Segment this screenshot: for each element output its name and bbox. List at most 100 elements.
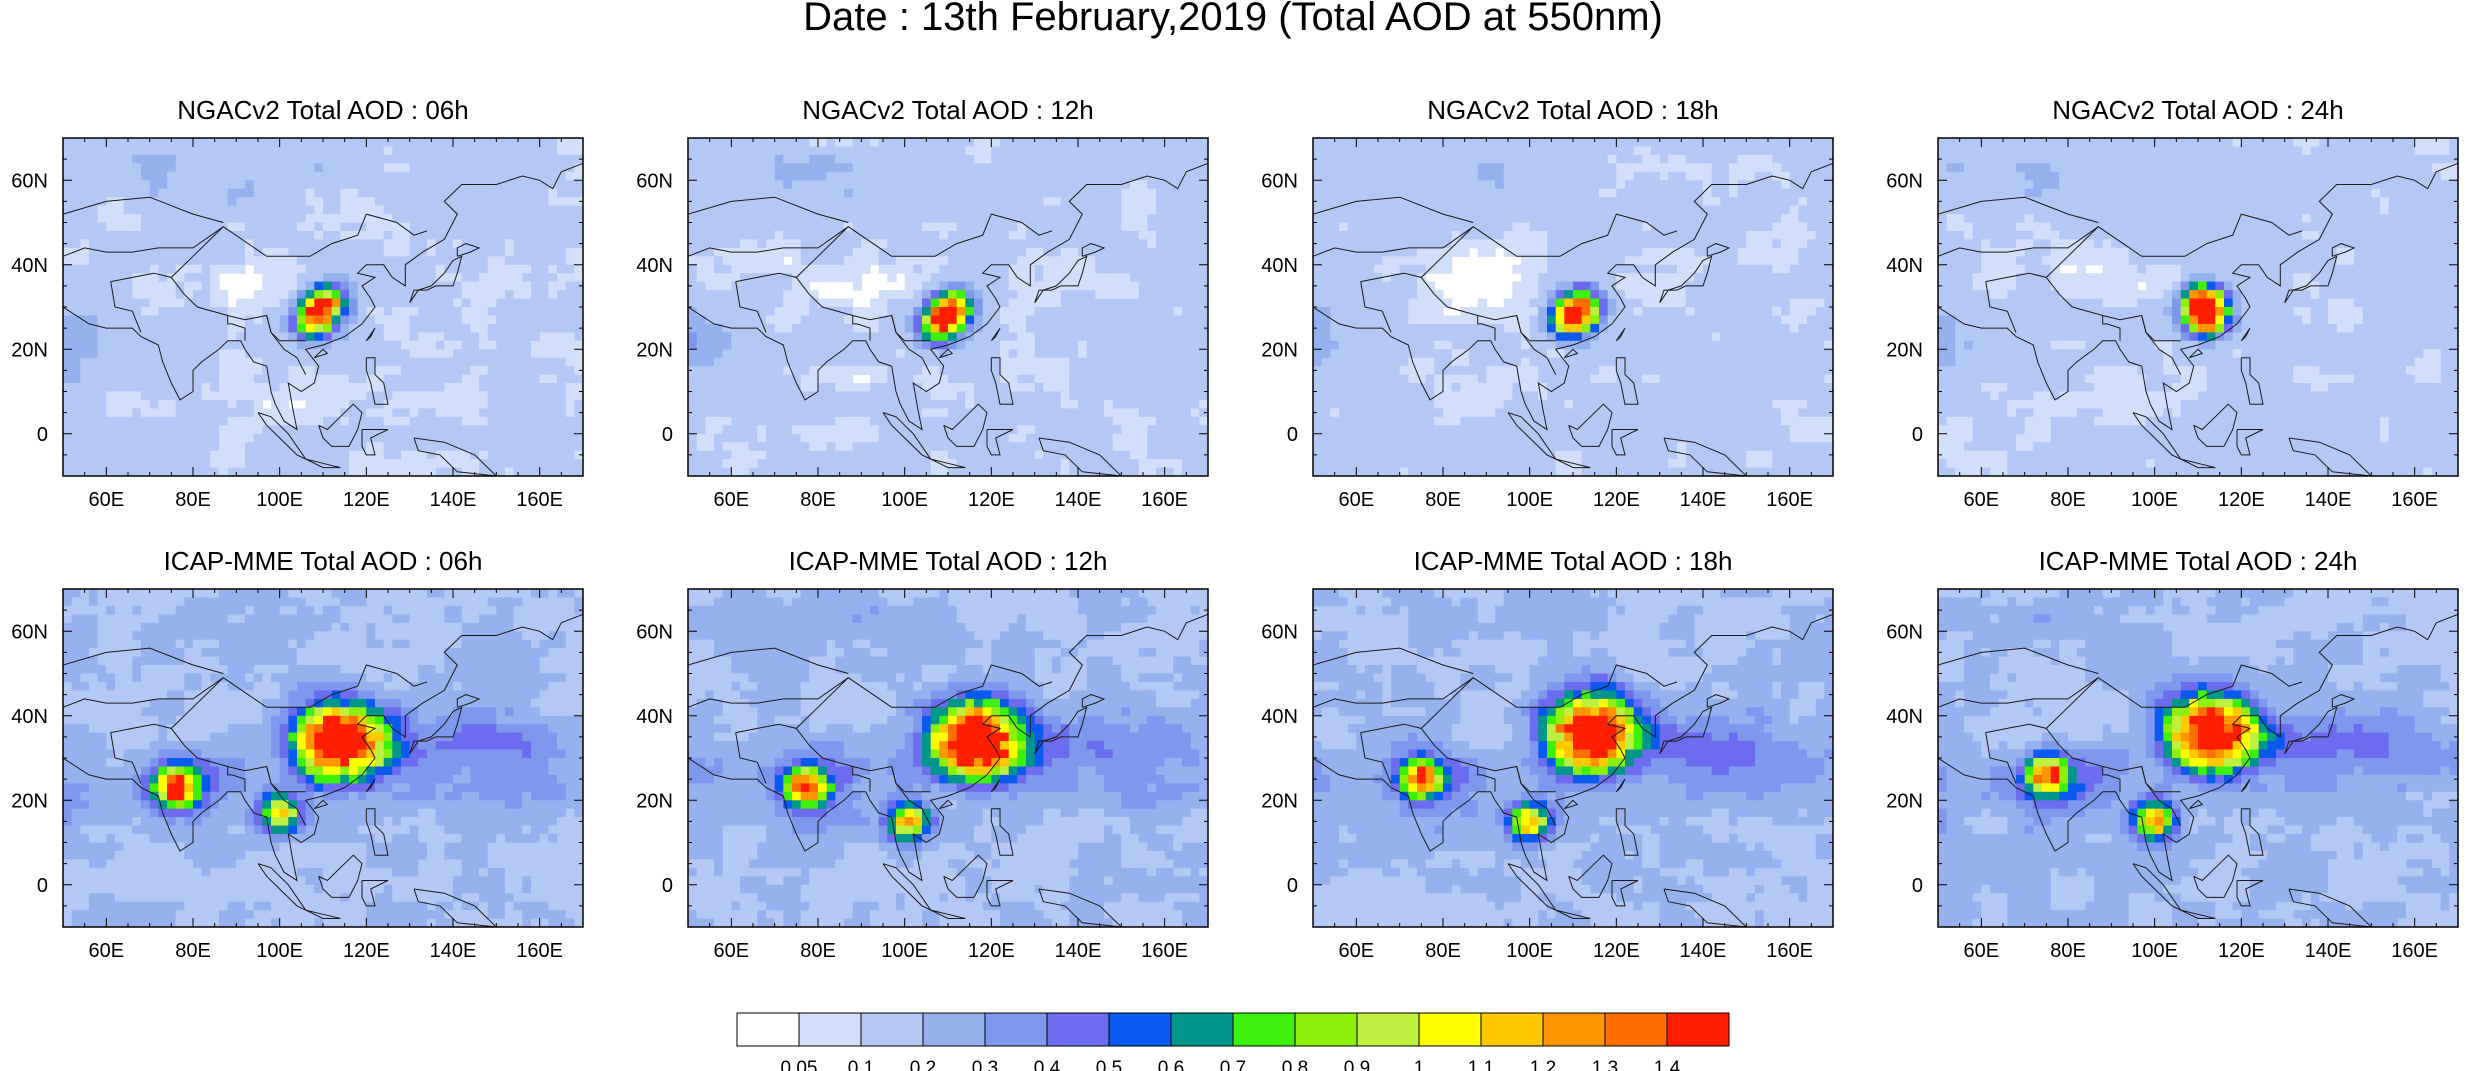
aod-cell (1190, 307, 1200, 316)
aod-cell (1199, 247, 1208, 257)
aod-cell (1130, 357, 1140, 367)
aod-cell (800, 180, 810, 190)
aod-cell (401, 399, 411, 409)
aod-cell (878, 205, 888, 215)
aod-cell (818, 180, 828, 190)
aod-cell (1034, 188, 1044, 198)
aod-cell (1121, 163, 1131, 173)
aod-cell (800, 383, 810, 392)
aod-cell (740, 230, 750, 240)
aod-cell (809, 171, 819, 181)
aod-cell (1173, 197, 1183, 207)
aod-cell (522, 366, 532, 376)
aod-cell (539, 230, 549, 240)
aod-cell (896, 357, 906, 367)
aod-cell (956, 138, 966, 147)
aod-cell (288, 239, 298, 249)
aod-cell (106, 374, 116, 384)
aod-cell (930, 383, 940, 392)
aod-cell (314, 247, 324, 257)
aod-cell (331, 247, 341, 257)
aod-cell (123, 171, 133, 181)
aod-cell (427, 188, 437, 198)
aod-cell (792, 171, 802, 181)
aod-cell (193, 188, 203, 198)
aod-cell (323, 205, 333, 215)
aod-cell (314, 273, 324, 283)
aod-cell (323, 273, 333, 283)
aod-cell (548, 188, 558, 198)
aod-cell (548, 399, 558, 409)
aod-cell (956, 197, 966, 207)
aod-cell (1043, 307, 1053, 316)
x-tick-label: 140E (430, 489, 477, 511)
aod-cell (1095, 256, 1105, 266)
aod-cell (818, 222, 828, 232)
coastline (1038, 437, 1123, 476)
aod-cell (366, 205, 376, 215)
aod-cell (279, 323, 289, 333)
aod-cell (331, 374, 341, 384)
aod-cell (97, 433, 107, 443)
aod-cell (175, 214, 185, 224)
aod-cell (487, 264, 497, 274)
aod-cell (314, 323, 324, 333)
aod-cell (1190, 298, 1200, 308)
aod-cell (392, 188, 402, 198)
aod-cell (479, 256, 489, 266)
aod-cell (123, 408, 133, 418)
aod-cell (392, 450, 402, 460)
aod-cell (887, 146, 897, 156)
aod-cell (522, 383, 532, 392)
aod-cell (184, 408, 194, 418)
aod-cell (115, 442, 125, 452)
aod-cell (158, 205, 168, 215)
aod-cell (688, 163, 698, 173)
aod-cell (427, 467, 437, 476)
aod-cell (1199, 298, 1208, 308)
aod-cell (184, 467, 194, 476)
aod-cell (913, 273, 923, 283)
aod-cell (757, 307, 767, 316)
aod-cell (774, 416, 784, 426)
aod-cell (453, 332, 463, 342)
aod-cell (1000, 239, 1010, 249)
aod-cell (774, 290, 784, 300)
aod-cell (461, 281, 471, 291)
aod-cell (366, 197, 376, 207)
aod-cell (688, 256, 698, 266)
aod-cell (1130, 256, 1140, 266)
aod-cell (141, 205, 151, 215)
aod-cell (1086, 323, 1096, 333)
aod-cell (184, 340, 194, 350)
aod-cell (418, 298, 428, 308)
aod-cell (167, 323, 177, 333)
aod-cell (870, 214, 880, 224)
aod-cell (1130, 146, 1140, 156)
aod-cell (1121, 349, 1131, 359)
aod-cell (288, 349, 298, 359)
aod-cell (991, 442, 1001, 452)
aod-cell (1173, 163, 1183, 173)
aod-cell (349, 205, 359, 215)
aod-cell (722, 180, 732, 190)
aod-cell (245, 425, 255, 435)
aod-cell (722, 273, 732, 283)
aod-cell (731, 230, 741, 240)
aod-cell (922, 450, 932, 460)
aod-cell (1156, 171, 1166, 181)
aod-cell (89, 323, 99, 333)
aod-cell (193, 416, 203, 426)
aod-cell (288, 442, 298, 452)
aod-cell (80, 383, 90, 392)
aod-cell (948, 357, 958, 367)
aod-cell (323, 239, 333, 249)
coastline (110, 281, 142, 333)
aod-cell (89, 281, 99, 291)
aod-cell (1026, 222, 1036, 232)
aod-cell (1095, 459, 1105, 469)
aod-cell (505, 383, 515, 392)
aod-cell (1156, 298, 1166, 308)
aod-cell (722, 247, 732, 257)
aod-cell (1060, 433, 1070, 443)
